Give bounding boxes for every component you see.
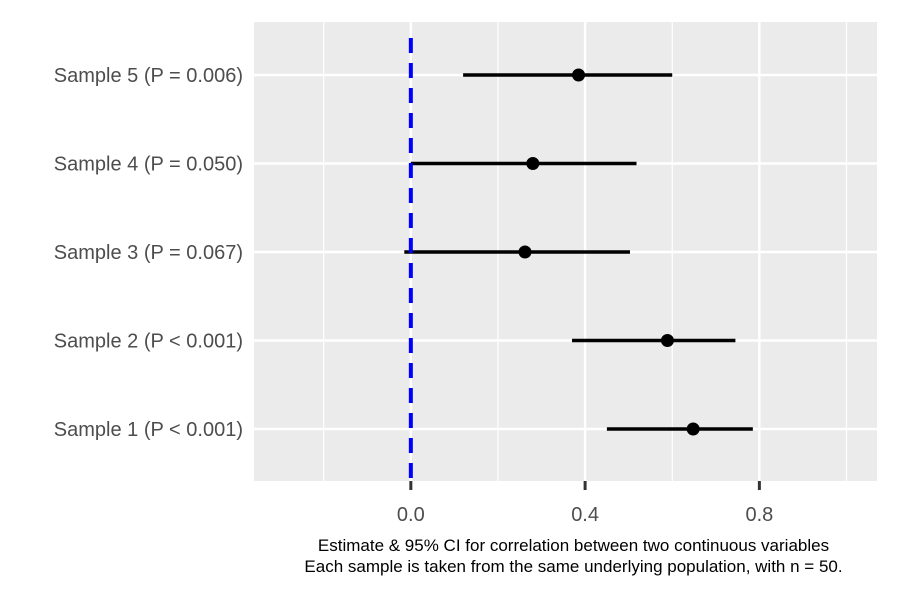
y-label-sample-5: Sample 5 (P = 0.006) [54,65,243,87]
x-tick-label-0: 0.0 [397,504,425,526]
estimate-point-3 [518,245,532,259]
estimate-points [518,68,700,436]
y-axis-labels: Sample 1 (P < 0.001) Sample 2 (P < 0.001)… [54,65,243,441]
x-tick-label-1: 0.4 [571,504,599,526]
y-label-sample-1: Sample 1 (P < 0.001) [54,419,243,441]
x-axis: 0.0 0.4 0.8 [397,481,773,526]
estimate-point-4 [526,157,540,170]
estimate-marks [404,73,753,431]
y-label-sample-2: Sample 2 (P < 0.001) [54,331,243,353]
x-tick-label-2: 0.8 [745,504,773,526]
estimate-point-5 [572,68,586,82]
y-label-sample-3: Sample 3 (P = 0.067) [54,242,243,264]
x-axis-caption-line-1: Estimate & 95% CI for correlation betwee… [318,536,829,555]
y-label-sample-4: Sample 4 (P = 0.050) [54,154,243,176]
estimate-point-2 [660,334,674,347]
x-axis-caption-line-2: Each sample is taken from the same under… [304,557,842,576]
estimate-point-1 [686,422,700,436]
